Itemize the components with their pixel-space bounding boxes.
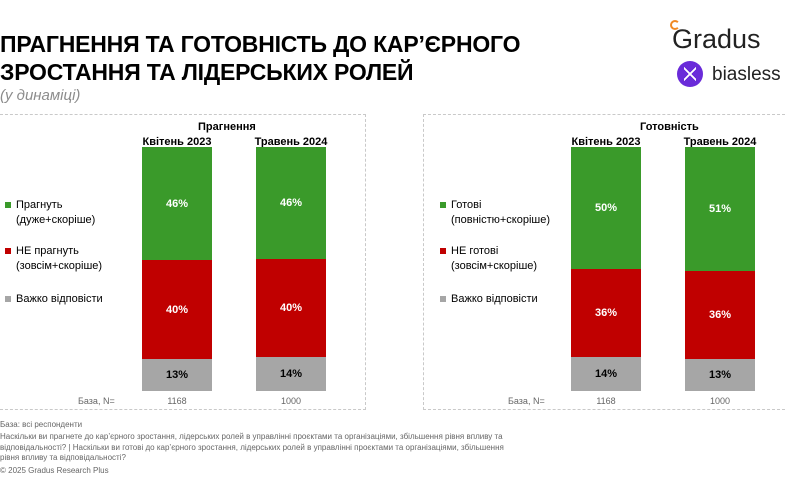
legend-label: (зовсім+скоріше): [451, 260, 538, 272]
base-label: База, N=: [78, 396, 115, 406]
gradus-logo-mark: [670, 20, 680, 30]
legend-label: Важко відповісти: [451, 293, 538, 305]
legend-swatch: [5, 248, 11, 254]
footnote-line: Наскільки ви прагнете до кар’єрного зрос…: [0, 432, 503, 441]
gradus-logo: Gradus: [670, 20, 761, 55]
page-title: ПРАГНЕННЯ ТА ГОТОВНІСТЬ ДО КАР’ЄРНОГО ЗР…: [0, 30, 520, 86]
legend-item: Готові (повністю+скоріше): [440, 198, 550, 228]
bar-segment-red: 36%: [685, 271, 755, 360]
legend-label: Готові: [451, 199, 482, 211]
bar-segment-gray: 14%: [256, 356, 326, 391]
footnote-line: База: всі респонденти: [0, 420, 83, 429]
gradus-logo-text: Gradus: [672, 24, 761, 54]
category-label: Квітень 2023: [571, 136, 641, 148]
base-label: База, N=: [508, 396, 545, 406]
chart-panel-readiness: [423, 114, 785, 410]
footnote-line: рівня впливу та відповідальності?: [0, 453, 126, 462]
chart-title: Готовність: [640, 121, 699, 133]
footnote-line: відповідальності? | Наскільки ви готові …: [0, 443, 504, 452]
title-line-2: ЗРОСТАННЯ ТА ЛІДЕРСЬКИХ РОЛЕЙ: [0, 59, 414, 85]
legend-label: Важко відповісти: [16, 293, 103, 305]
chart-panel-aspiration: [0, 114, 366, 410]
bar-segment-green: 50%: [571, 147, 641, 269]
legend-label: НЕ прагнуть: [16, 245, 79, 257]
legend-label: (зовсім+скоріше): [16, 260, 103, 272]
footnote-line: © 2025 Gradus Research Plus: [0, 466, 109, 475]
base-value: 1000: [709, 396, 731, 406]
legend-swatch: [440, 202, 446, 208]
legend-item: Важко відповісти: [5, 292, 103, 307]
bar-segment-red: 36%: [571, 269, 641, 357]
category-label: Квітень 2023: [142, 136, 212, 148]
legend-label: НЕ готові: [451, 245, 499, 257]
base-value: 1168: [167, 396, 187, 406]
title-line-1: ПРАГНЕННЯ ТА ГОТОВНІСТЬ ДО КАР’ЄРНОГО: [0, 31, 521, 57]
bar-segment-green: 46%: [142, 147, 212, 261]
legend-item: Важко відповісти: [440, 292, 538, 307]
bar-segment-red: 40%: [142, 260, 212, 359]
legend-item: НЕ готові (зовсім+скоріше): [440, 244, 537, 274]
base-value: 1000: [280, 396, 302, 406]
category-label: Травень 2024: [254, 136, 328, 148]
page-subtitle: (у динаміці): [0, 87, 81, 104]
bar-segment-gray: 13%: [685, 359, 755, 391]
bar-segment-gray: 14%: [571, 356, 641, 391]
biasless-logo-icon: [677, 61, 703, 87]
legend-swatch: [5, 202, 11, 208]
biasless-logo-text: biasless: [712, 64, 781, 85]
legend-item: НЕ прагнуть (зовсім+скоріше): [5, 244, 102, 274]
legend-swatch: [5, 296, 11, 302]
legend-label: (дуже+скоріше): [16, 214, 96, 226]
category-label: Травень 2024: [683, 136, 757, 148]
bar-segment-green: 46%: [256, 147, 326, 260]
bar-segment-green: 51%: [685, 147, 755, 272]
base-value: 1168: [596, 396, 616, 406]
bar-segment-red: 40%: [256, 259, 326, 357]
legend-swatch: [440, 248, 446, 254]
chart-title: Прагнення: [198, 121, 256, 133]
legend-swatch: [440, 296, 446, 302]
legend-label: (повністю+скоріше): [451, 214, 551, 226]
bar-segment-gray: 13%: [142, 358, 212, 391]
legend-item: Прагнуть (дуже+скоріше): [5, 198, 95, 228]
legend-label: Прагнуть: [16, 199, 63, 211]
